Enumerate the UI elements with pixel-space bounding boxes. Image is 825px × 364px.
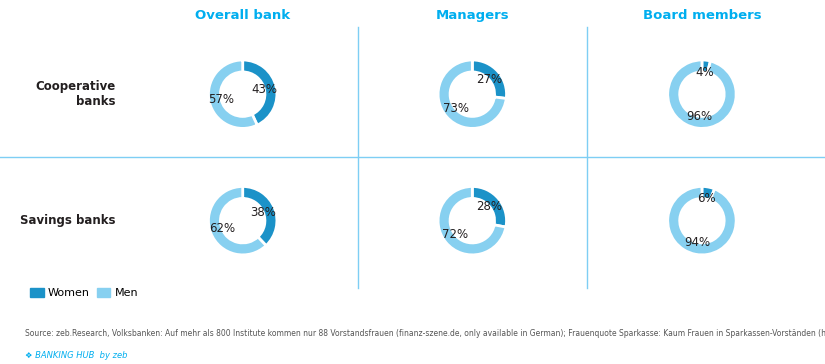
- Wedge shape: [209, 186, 266, 255]
- Wedge shape: [472, 186, 507, 227]
- Text: 57%: 57%: [208, 92, 234, 106]
- Wedge shape: [438, 186, 506, 255]
- Text: 27%: 27%: [476, 73, 502, 86]
- Text: 6%: 6%: [697, 192, 715, 205]
- Wedge shape: [438, 60, 507, 128]
- Text: 72%: 72%: [442, 228, 469, 241]
- Text: Managers: Managers: [436, 9, 509, 22]
- Text: 28%: 28%: [477, 200, 502, 213]
- Text: Savings banks: Savings banks: [20, 214, 116, 227]
- Wedge shape: [209, 60, 257, 128]
- Legend: Women, Men: Women, Men: [31, 288, 138, 298]
- Text: ❖ BANKING HUB  by zeb: ❖ BANKING HUB by zeb: [25, 351, 127, 360]
- Text: 38%: 38%: [251, 206, 276, 219]
- Wedge shape: [472, 60, 507, 99]
- Wedge shape: [667, 186, 736, 255]
- Wedge shape: [667, 60, 736, 128]
- Wedge shape: [243, 60, 277, 125]
- Text: Source: zeb.Research, Volksbanken: Auf mehr als 800 Institute kommen nur 88 Vors: Source: zeb.Research, Volksbanken: Auf m…: [25, 329, 825, 339]
- Text: 62%: 62%: [209, 222, 235, 236]
- Wedge shape: [702, 186, 714, 200]
- Wedge shape: [702, 60, 710, 73]
- Text: Board members: Board members: [643, 9, 761, 22]
- Text: 73%: 73%: [443, 102, 469, 115]
- Text: 96%: 96%: [686, 110, 712, 123]
- Wedge shape: [243, 186, 277, 246]
- Text: 43%: 43%: [252, 83, 277, 96]
- Text: 4%: 4%: [695, 66, 714, 79]
- Text: Cooperative
banks: Cooperative banks: [35, 80, 116, 108]
- Text: 94%: 94%: [685, 236, 711, 249]
- Text: Overall bank: Overall bank: [196, 9, 290, 22]
